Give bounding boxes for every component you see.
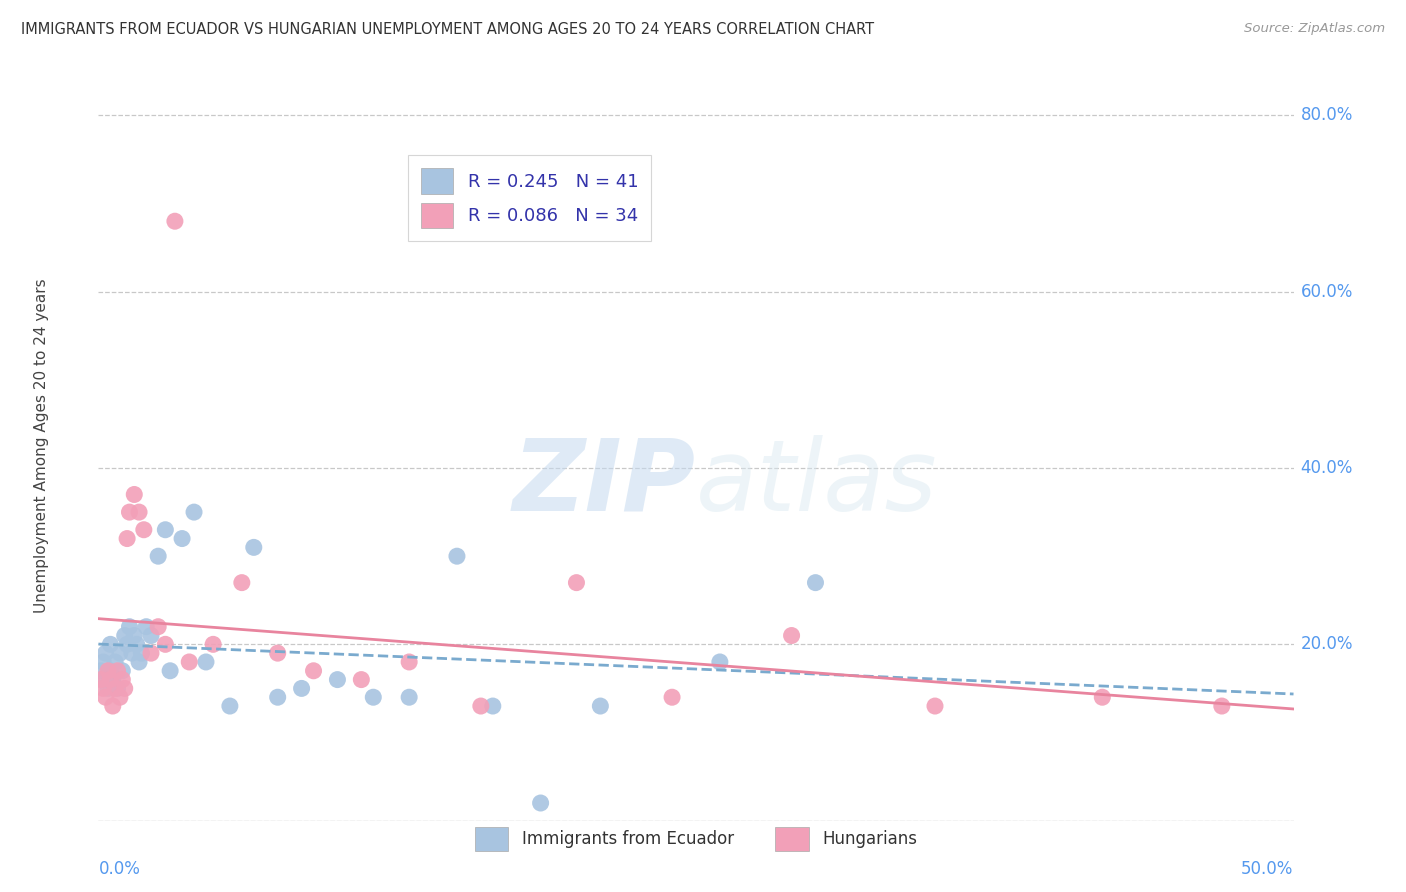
Point	[363, 690, 385, 705]
Point	[98, 664, 122, 678]
Point	[98, 673, 122, 687]
Point	[148, 620, 170, 634]
Text: 80.0%: 80.0%	[1301, 106, 1353, 125]
Text: 20.0%: 20.0%	[1301, 635, 1353, 653]
Point	[398, 690, 420, 705]
Text: Unemployment Among Ages 20 to 24 years: Unemployment Among Ages 20 to 24 years	[34, 278, 49, 614]
Point	[155, 637, 177, 651]
Point	[661, 690, 683, 705]
Point	[108, 690, 131, 705]
Point	[91, 655, 114, 669]
Point	[804, 575, 827, 590]
Point	[115, 532, 138, 546]
Point	[326, 673, 349, 687]
Point	[139, 628, 162, 642]
Point	[243, 541, 266, 555]
Point	[183, 505, 205, 519]
Text: 0.0%: 0.0%	[98, 860, 141, 879]
Point	[124, 487, 146, 501]
Point	[163, 214, 186, 228]
Point	[139, 646, 162, 660]
Point	[131, 646, 153, 660]
Text: atlas: atlas	[696, 435, 938, 532]
Point	[446, 549, 468, 564]
Point	[97, 664, 120, 678]
Point	[128, 655, 150, 669]
Point	[302, 664, 325, 678]
Point	[111, 664, 134, 678]
Point	[107, 681, 129, 696]
Point	[125, 637, 148, 651]
Point	[97, 681, 120, 696]
Point	[219, 699, 242, 714]
Point	[101, 673, 124, 687]
Point	[481, 699, 505, 714]
Point	[589, 699, 612, 714]
Text: 60.0%: 60.0%	[1301, 283, 1353, 301]
Point	[135, 620, 157, 634]
Point	[267, 646, 290, 660]
Text: 40.0%: 40.0%	[1301, 459, 1353, 477]
Point	[128, 505, 150, 519]
Text: ZIP: ZIP	[513, 435, 696, 532]
Point	[94, 673, 117, 687]
Point	[94, 646, 117, 660]
Point	[1091, 690, 1114, 705]
Point	[159, 664, 181, 678]
Legend: Immigrants from Ecuador, Hungarians: Immigrants from Ecuador, Hungarians	[468, 821, 924, 857]
Point	[398, 655, 420, 669]
Point	[1211, 699, 1233, 714]
Point	[91, 681, 114, 696]
Point	[94, 690, 117, 705]
Point	[98, 637, 122, 651]
Point	[107, 664, 129, 678]
Point	[118, 505, 141, 519]
Point	[104, 681, 127, 696]
Point	[231, 575, 253, 590]
Point	[267, 690, 290, 705]
Point	[90, 673, 112, 687]
Point	[179, 655, 201, 669]
Point	[124, 628, 146, 642]
Point	[148, 549, 170, 564]
Point	[115, 637, 138, 651]
Point	[111, 673, 134, 687]
Point	[924, 699, 946, 714]
Point	[101, 699, 124, 714]
Point	[709, 655, 731, 669]
Point	[350, 673, 373, 687]
Point	[195, 655, 218, 669]
Point	[291, 681, 314, 696]
Point	[155, 523, 177, 537]
Point	[470, 699, 492, 714]
Point	[565, 575, 588, 590]
Point	[530, 796, 553, 810]
Point	[172, 532, 194, 546]
Point	[121, 646, 143, 660]
Text: Source: ZipAtlas.com: Source: ZipAtlas.com	[1244, 22, 1385, 36]
Text: IMMIGRANTS FROM ECUADOR VS HUNGARIAN UNEMPLOYMENT AMONG AGES 20 TO 24 YEARS CORR: IMMIGRANTS FROM ECUADOR VS HUNGARIAN UNE…	[21, 22, 875, 37]
Point	[118, 620, 141, 634]
Point	[114, 681, 136, 696]
Point	[114, 628, 136, 642]
Point	[780, 628, 803, 642]
Point	[90, 664, 112, 678]
Point	[202, 637, 225, 651]
Point	[108, 646, 131, 660]
Text: 50.0%: 50.0%	[1241, 860, 1294, 879]
Point	[104, 655, 127, 669]
Point	[132, 523, 155, 537]
